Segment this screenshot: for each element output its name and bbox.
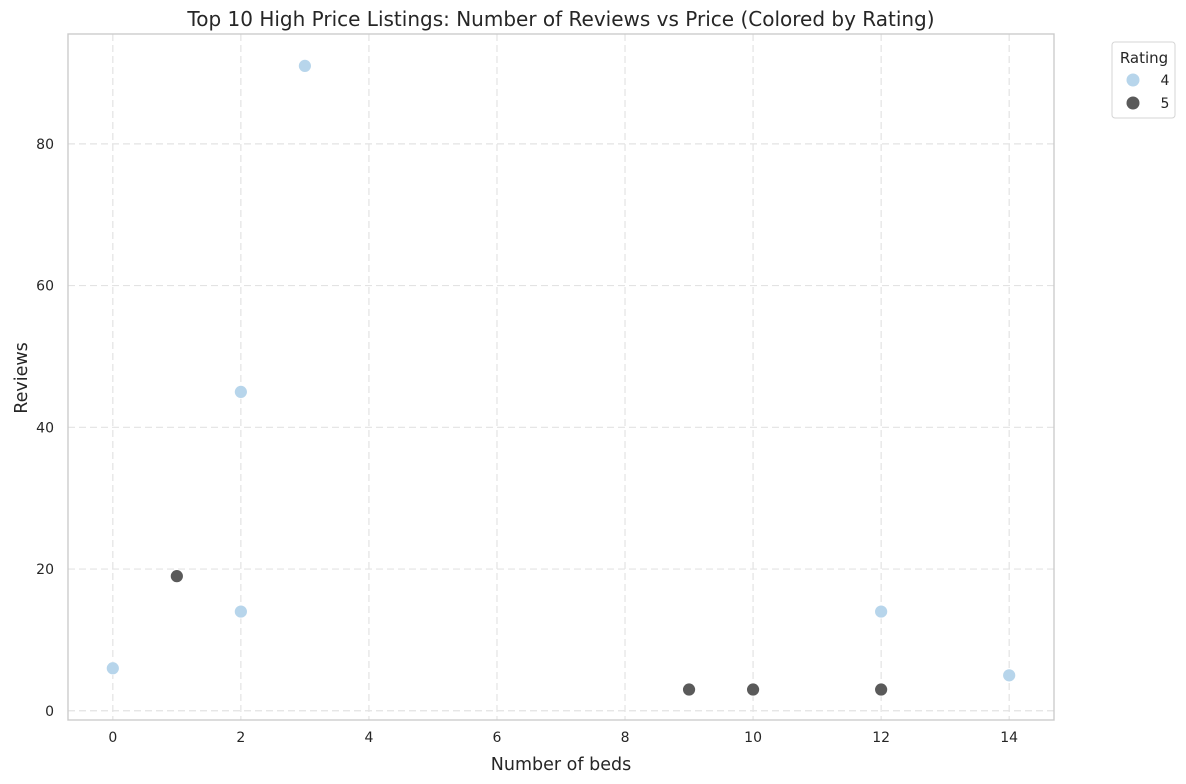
data-point-rating-4: [233, 604, 248, 619]
tick-layer: 0 2 4 6 8 10 12 14 0 20 40 60 80: [36, 137, 1018, 746]
legend-box: [1111, 41, 1176, 119]
x-axis-label: Number of beds: [491, 755, 631, 775]
data-point-rating-5: [746, 682, 760, 697]
y-tick-label: 40: [36, 420, 54, 436]
x-tick-label: 6: [493, 730, 502, 746]
data-point-rating-5: [682, 682, 696, 697]
legend-label-rating-5: 5: [1161, 96, 1170, 112]
data-point-rating-4: [233, 384, 248, 399]
x-tick-label: 12: [872, 730, 890, 746]
legend-label-rating-4: 4: [1161, 73, 1170, 89]
data-point-rating-4: [874, 604, 889, 619]
x-tick-label: 8: [621, 730, 630, 746]
grid-layer: [68, 34, 1054, 720]
legend-marker-rating-4: [1126, 73, 1140, 87]
x-tick-label: 2: [236, 730, 245, 746]
legend-title: Rating: [1120, 49, 1168, 67]
data-point-rating-5: [874, 682, 889, 697]
points-layer: [105, 58, 1017, 697]
x-tick-label: 0: [108, 730, 117, 746]
y-tick-label: 20: [36, 562, 54, 578]
x-tick-label: 14: [1000, 730, 1018, 746]
y-axis-label: Reviews: [12, 342, 32, 414]
plot-frame: [67, 33, 1055, 721]
x-tick-label: 10: [744, 730, 762, 746]
legend: Rating 4 5: [1111, 41, 1176, 119]
chart-title: Top 10 High Price Listings: Number of Re…: [186, 7, 934, 31]
x-tick-label: 4: [364, 730, 373, 746]
y-tick-label: 0: [45, 704, 54, 720]
data-point-rating-4: [105, 661, 120, 676]
y-tick-label: 80: [36, 137, 54, 153]
legend-marker-rating-5: [1126, 96, 1140, 110]
data-point-rating-5: [169, 569, 184, 584]
data-point-rating-4: [297, 58, 312, 73]
y-tick-label: 60: [36, 279, 54, 295]
data-point-rating-4: [1002, 668, 1017, 683]
